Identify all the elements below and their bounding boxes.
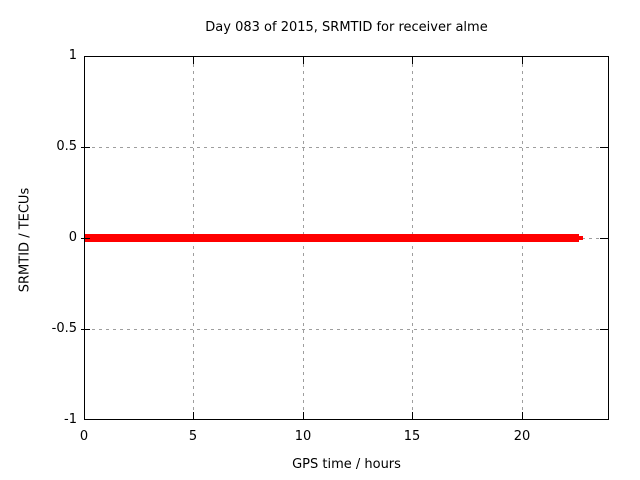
y-tick-label: -0.5: [51, 321, 77, 336]
x-tick-label: 0: [79, 429, 89, 444]
y-tick-right: [600, 238, 609, 239]
x-tick-top: [303, 57, 304, 64]
x-tick-label: 5: [188, 429, 198, 444]
gridline-horizontal: [85, 329, 608, 330]
plot-border: [84, 56, 609, 420]
x-axis-label: GPS time / hours: [292, 457, 401, 472]
y-tick-left: [81, 329, 90, 330]
y-tick-right: [600, 329, 609, 330]
y-tick-left: [81, 147, 90, 148]
x-tick-bottom: [522, 412, 523, 419]
y-tick-left: [81, 238, 90, 239]
y-tick-label: 0.5: [56, 139, 77, 154]
x-tick-bottom: [303, 412, 304, 419]
x-tick-top: [412, 57, 413, 64]
x-tick-bottom: [193, 412, 194, 419]
y-tick-label: 1: [68, 48, 77, 63]
x-tick-bottom: [412, 412, 413, 419]
x-tick-label: 10: [294, 429, 312, 444]
y-tick-label: -1: [64, 412, 77, 427]
gridline-horizontal: [85, 147, 608, 148]
y-tick-label: 0: [68, 230, 77, 245]
data-series-line: [84, 234, 579, 242]
x-tick-top: [522, 57, 523, 64]
x-tick-top: [193, 57, 194, 64]
x-tick-label: 20: [513, 429, 531, 444]
x-tick-label: 15: [403, 429, 421, 444]
chart-title: Day 083 of 2015, SRMTID for receiver alm…: [205, 20, 488, 35]
y-tick-right: [600, 147, 609, 148]
data-series-line-tip: [579, 236, 583, 240]
